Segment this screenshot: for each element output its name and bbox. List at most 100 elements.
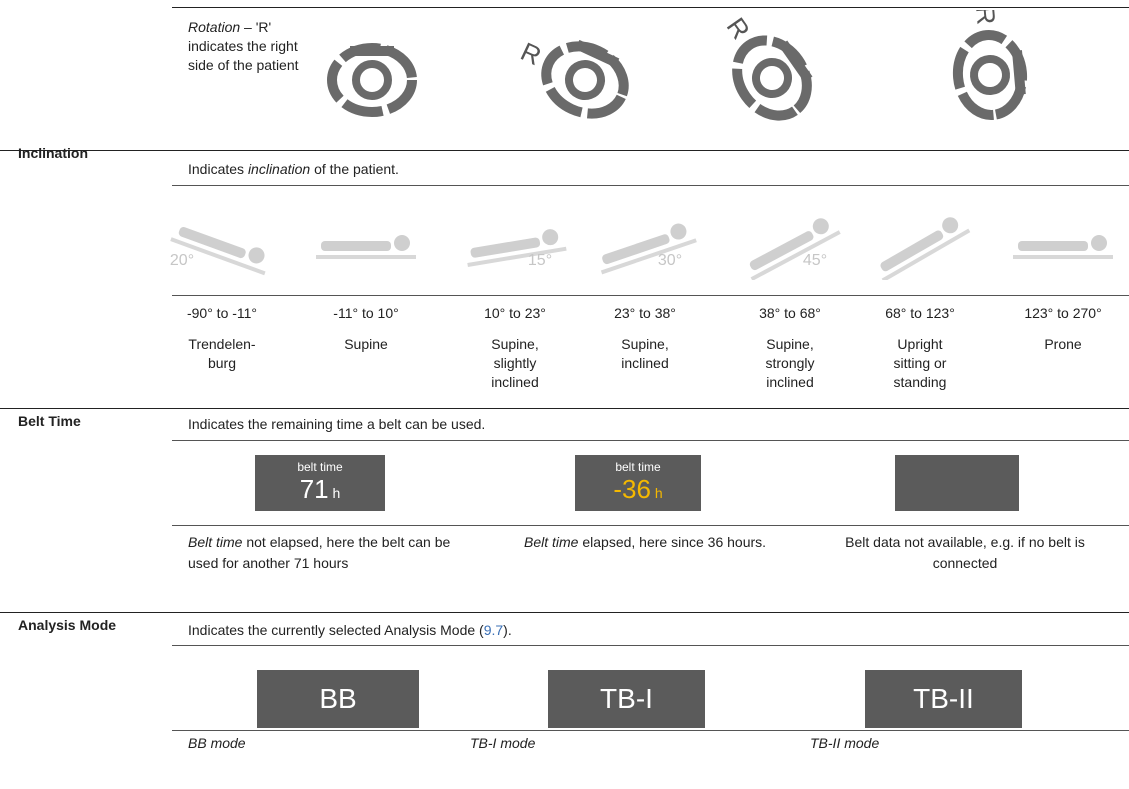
- link[interactable]: 9.7: [483, 622, 504, 638]
- text: Indicates: [188, 161, 248, 177]
- side-label: R: [516, 36, 546, 71]
- inclination-icon: 15°: [467, 229, 567, 269]
- body: [321, 241, 391, 251]
- caption: TB-I mode: [470, 735, 536, 751]
- note: Belt time elapsed, here since 36 hours.: [524, 532, 799, 553]
- state-name: burg: [207, 355, 237, 371]
- inclination-icon: 20°: [170, 226, 266, 276]
- text: of the patient.: [310, 161, 399, 177]
- organ: [970, 55, 1010, 95]
- description: Indicates the currently selected Analysi…: [188, 622, 512, 638]
- display-caption: belt time: [615, 460, 661, 474]
- head: [1091, 235, 1107, 251]
- rotation-icon: R: [516, 36, 629, 119]
- rule: [172, 645, 1129, 646]
- belt-display-empty: [895, 455, 1019, 511]
- state-name: Upright: [897, 336, 943, 352]
- figure: [600, 223, 697, 275]
- state-name: Prone: [1044, 336, 1082, 352]
- head: [248, 247, 265, 264]
- text: Indicates the currently selected Analysi…: [188, 622, 484, 638]
- state-name: strongly: [765, 355, 815, 371]
- body: [470, 237, 541, 258]
- display-caption: belt time: [297, 460, 343, 474]
- rotation-icon: R: [952, 10, 1028, 120]
- state-name: sitting or: [893, 355, 947, 371]
- caption: BB mode: [188, 735, 246, 751]
- state-name: inclined: [766, 374, 814, 390]
- rule: [172, 295, 1129, 296]
- side-label: R: [320, 64, 321, 94]
- rule: [0, 150, 1129, 151]
- state-name: slightly: [493, 355, 537, 371]
- state-name: inclined: [621, 355, 669, 371]
- state-name: Trendelen-: [188, 336, 256, 352]
- italic-text: Belt time: [188, 534, 243, 550]
- support: [600, 238, 697, 275]
- head: [670, 223, 687, 240]
- rule: [172, 525, 1129, 526]
- row-label: Belt Time: [18, 413, 81, 429]
- row-label: Inclination: [18, 145, 88, 161]
- display-unit: h: [332, 485, 341, 501]
- angle-label: 15°: [528, 252, 552, 269]
- inclination-icon: 45°: [749, 218, 841, 280]
- rule: [172, 7, 1129, 8]
- description: Indicates the remaining time a belt can …: [188, 416, 486, 432]
- range: 123° to 270°: [1024, 305, 1102, 321]
- range: -90° to -11°: [186, 305, 258, 321]
- state-name: inclined: [491, 374, 539, 390]
- description: Indicates inclination of the patient.: [188, 161, 399, 177]
- angle-label: 20°: [170, 252, 194, 269]
- state-name: Supine: [344, 336, 388, 352]
- support: [750, 230, 841, 280]
- body: [1018, 241, 1088, 251]
- body: [880, 230, 944, 272]
- state-name: Supine,: [491, 336, 539, 352]
- body-outline: [327, 43, 417, 117]
- figure: [316, 235, 416, 259]
- italic-text: Rotation: [188, 19, 241, 35]
- figure: [170, 226, 266, 276]
- head: [812, 218, 829, 235]
- range: 10° to 23°: [484, 305, 546, 321]
- head: [394, 235, 410, 251]
- belt-display: belt time 71 h: [255, 455, 385, 511]
- head: [542, 229, 559, 246]
- text: – 'R' indicates the right side of the pa…: [188, 19, 299, 73]
- rule: [172, 185, 1129, 186]
- organ: [352, 60, 392, 100]
- rotation-icons: R R R R: [320, 10, 1028, 121]
- italic-text: Belt time: [524, 534, 579, 550]
- figure: [1013, 235, 1113, 259]
- range: 68° to 123°: [885, 305, 955, 321]
- state-name: Supine,: [621, 336, 669, 352]
- state-name: standing: [893, 374, 947, 390]
- figure: [749, 218, 841, 280]
- rule: [0, 612, 1129, 613]
- inclination-icon: [316, 235, 416, 259]
- note: Belt data not available, e.g. if no belt…: [845, 534, 1085, 571]
- note: Belt time not elapsed, here the belt can…: [188, 532, 463, 574]
- mode-display: TB-I: [548, 670, 705, 728]
- support: [467, 246, 567, 267]
- rule: [172, 730, 1129, 731]
- head: [942, 217, 959, 234]
- angle-label: 30°: [658, 252, 682, 269]
- rotation-icon: R: [721, 12, 813, 121]
- rule: [0, 408, 1129, 409]
- organ: [565, 60, 605, 100]
- range: 38° to 68°: [759, 305, 821, 321]
- rotation-icon: R: [320, 43, 417, 117]
- italic-text: inclination: [247, 161, 311, 177]
- body: [602, 234, 670, 265]
- inclination-icon: [1013, 235, 1113, 259]
- body: [749, 231, 814, 271]
- figure: [880, 217, 971, 280]
- support: [170, 237, 266, 276]
- text: ).: [503, 622, 512, 638]
- rule: [172, 440, 1129, 441]
- body: [178, 226, 246, 259]
- display-value: 71: [299, 474, 329, 504]
